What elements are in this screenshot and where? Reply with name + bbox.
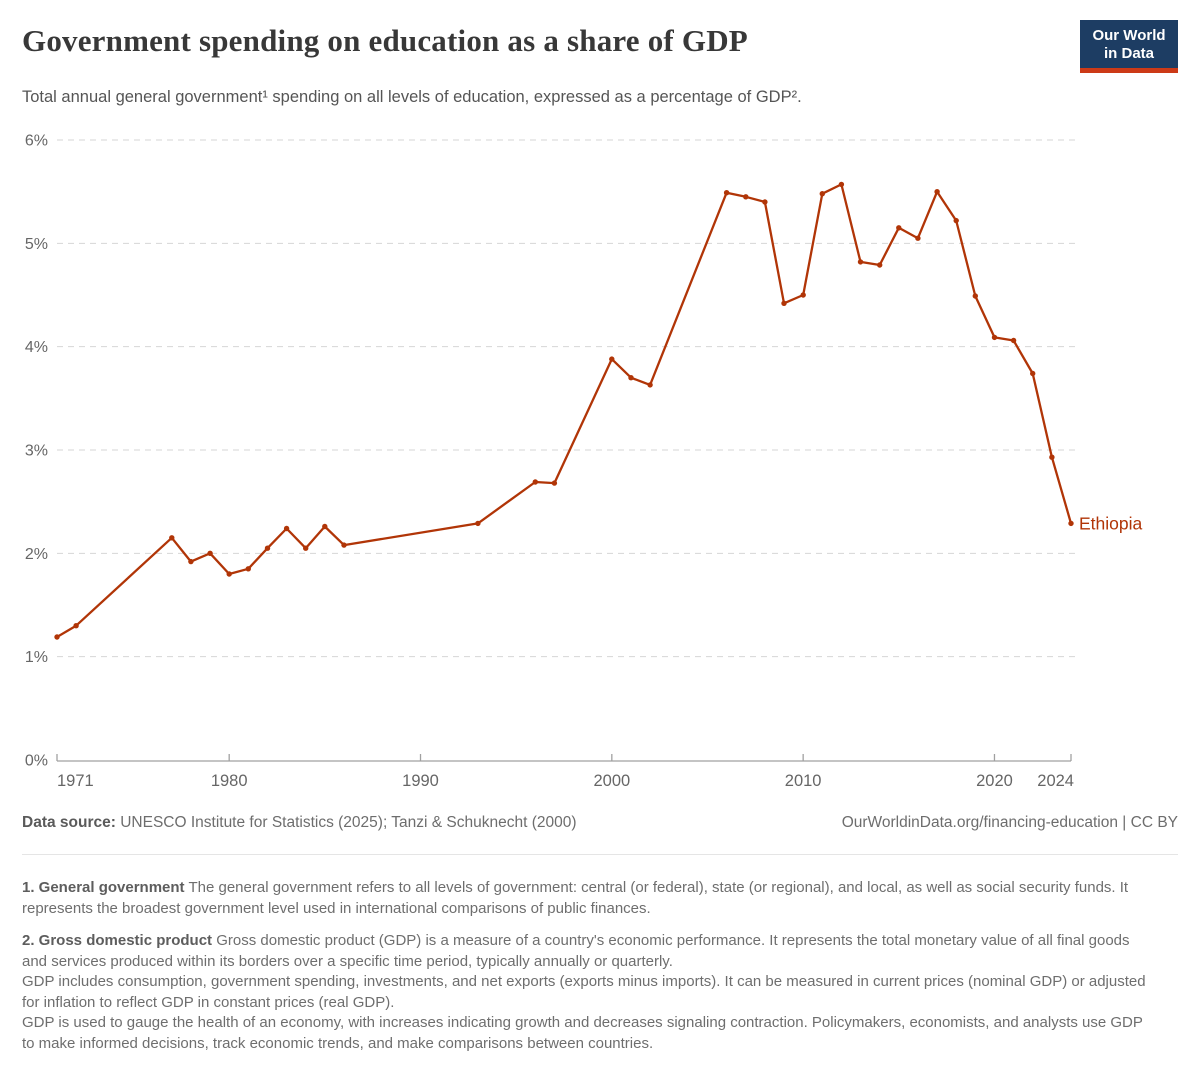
x-axis: 1971 1980 1990 2000 2010 2020 2024 <box>56 754 1074 790</box>
footnote-general-government: 1. General government The general govern… <box>22 878 1147 919</box>
footnote-2-text-2: GDP includes consumption, government spe… <box>22 973 1146 1011</box>
x-tick-label: 2000 <box>593 772 630 790</box>
y-axis-labels: 0% 1% 2% 3% 4% 5% 6% <box>25 133 48 770</box>
y-tick-label: 1% <box>25 649 48 666</box>
y-tick-label: 4% <box>25 339 48 356</box>
data-point-markers <box>54 181 1074 640</box>
x-tick-label: 2020 <box>976 772 1013 790</box>
data-source-label: Data source: <box>22 814 116 831</box>
ethiopia-line <box>55 183 1073 639</box>
footnote-2-text-3: GDP is used to gauge the health of an ec… <box>22 1014 1143 1052</box>
y-tick-label: 6% <box>25 133 48 150</box>
chart-canvas: 0% 1% 2% 3% 4% 5% 6% 1971 1980 1990 2000 2010 2020 20… <box>25 133 1143 791</box>
chart-subtitle: Total annual general government¹ spendin… <box>22 88 802 106</box>
ethiopia-series: Ethiopia <box>54 181 1143 640</box>
x-tick-label: 2010 <box>785 772 822 790</box>
data-source: Data source: UNESCO Institute for Statis… <box>22 813 577 832</box>
x-tick-label: 2024 <box>1037 772 1074 790</box>
footnote-2-label: 2. Gross domestic product <box>22 932 213 949</box>
y-tick-label: 5% <box>25 236 48 253</box>
page-title: Government spending on education as a sh… <box>22 23 748 58</box>
y-tick-label: 3% <box>25 443 48 460</box>
ethiopia-entity-label: Ethiopia <box>1079 513 1143 533</box>
owid-logo: Our World in Data <box>1080 20 1178 73</box>
data-source-text: UNESCO Institute for Statistics (2025); … <box>115 814 577 831</box>
footnote-1-label: 1. General government <box>22 879 185 896</box>
source-row: Data source: UNESCO Institute for Statis… <box>22 813 1178 832</box>
logo-text-line1: Our World <box>1092 27 1166 44</box>
footnote-2-text-1: Gross domestic product (GDP) is a measur… <box>22 932 1130 970</box>
footnotes: 1. General government The general govern… <box>22 878 1147 1054</box>
header: Government spending on education as a sh… <box>22 14 1178 73</box>
y-tick-label: 0% <box>25 753 48 770</box>
y-gridlines <box>57 139 1075 658</box>
divider <box>22 854 1178 855</box>
x-tick-label: 1980 <box>211 772 248 790</box>
y-tick-label: 2% <box>25 546 48 563</box>
x-tick-label: 1990 <box>402 772 439 790</box>
x-tick-label: 1971 <box>57 772 94 790</box>
footnote-gdp: 2. Gross domestic product Gross domestic… <box>22 931 1147 1054</box>
attribution: OurWorldinData.org/financing-education |… <box>841 814 1178 831</box>
footnote-1-text: The general government refers to all lev… <box>22 879 1129 917</box>
line-chart: 0% 1% 2% 3% 4% 5% 6% 1971 1980 1990 2000 2010 2020 20… <box>22 115 1178 800</box>
logo-text-line2: in Data <box>1103 45 1154 62</box>
